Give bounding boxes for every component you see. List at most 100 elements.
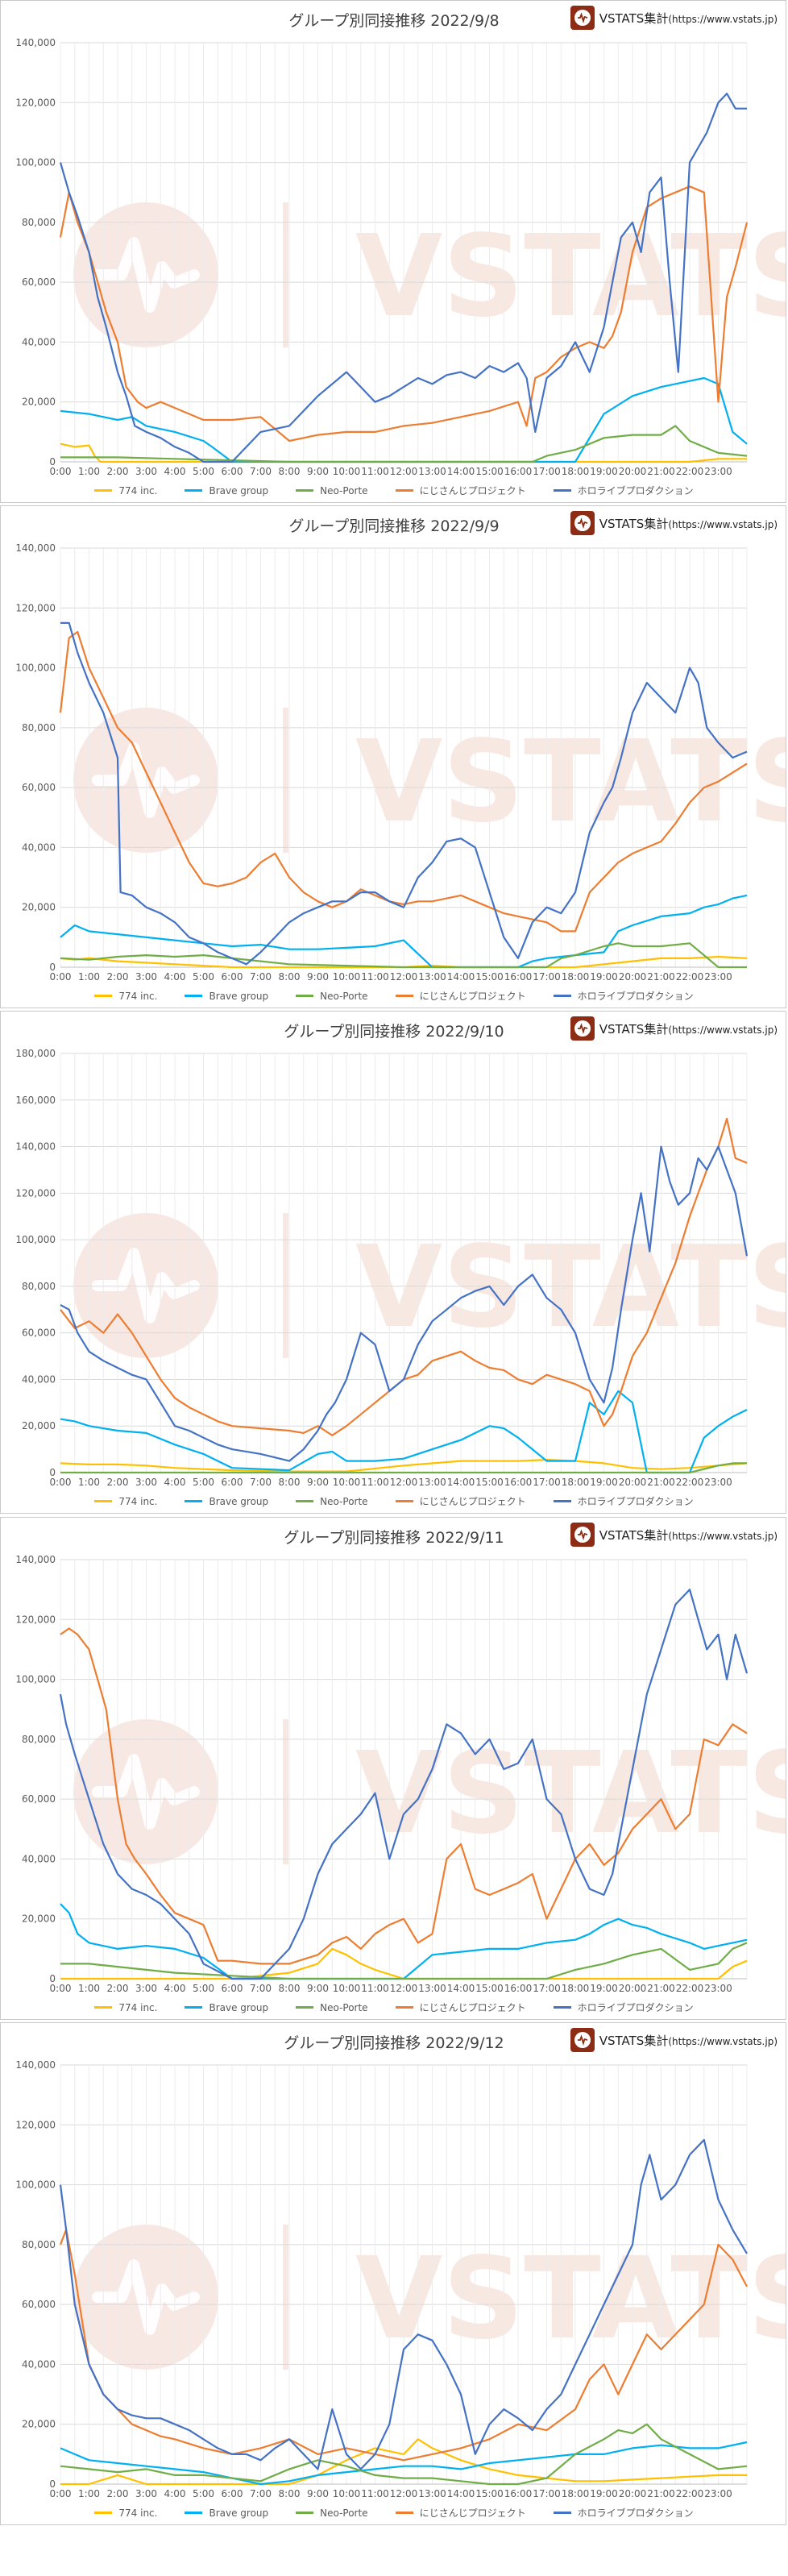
y-tick-label: 40,000: [22, 841, 56, 853]
legend-swatch: [185, 2006, 203, 2009]
x-tick-label: 8:00: [279, 466, 301, 477]
y-tick-label: 80,000: [22, 722, 56, 733]
legend-swatch: [94, 1500, 113, 1502]
x-tick-label: 13:00: [418, 1477, 446, 1488]
x-tick-label: 5:00: [193, 1477, 214, 1488]
vstats-logo-icon: [570, 1523, 595, 1547]
legend-label: Neo-Porte: [320, 2507, 368, 2519]
y-tick-label: 0: [49, 962, 56, 973]
x-tick-label: 11:00: [361, 971, 389, 983]
legend: 774 inc. Brave group Neo-Porte にじさんじプロジェクト ホ…: [1, 484, 786, 497]
series-line-hololive-production: [59, 92, 747, 463]
x-tick-label: 12:00: [390, 1477, 418, 1488]
legend-item-brave-group: Brave group: [185, 484, 268, 497]
brand-label: VSTATS集計(https://www.vstats.jp): [570, 511, 778, 535]
legend-item-neo-porte: Neo-Porte: [296, 484, 368, 497]
x-tick-label: 5:00: [193, 466, 214, 477]
x-tick-label: 1:00: [78, 1477, 100, 1488]
x-tick-label: 16:00: [504, 466, 533, 477]
legend-label: Brave group: [209, 2507, 269, 2519]
x-tick-label: 22:00: [676, 1983, 704, 1994]
x-tick-label: 20:00: [619, 971, 647, 983]
legend-label: Brave group: [209, 1495, 269, 1507]
legend-item-nijisanji-project: にじさんじプロジェクト: [395, 484, 526, 497]
legend-swatch: [553, 1500, 571, 1502]
x-tick-label: 16:00: [504, 971, 533, 983]
brand-name: VSTATS集計: [599, 516, 669, 531]
y-tick-label: 80,000: [22, 1734, 56, 1745]
y-tick-label: 140,000: [15, 542, 56, 554]
legend-item-hololive-production: ホロライブプロダクション: [553, 484, 694, 497]
y-tick-label: 40,000: [22, 336, 56, 347]
y-tick-label: 100,000: [15, 1234, 56, 1245]
legend-swatch: [94, 2006, 113, 2009]
brand-label: VSTATS集計(https://www.vstats.jp): [570, 1523, 778, 1547]
series-line-neo-porte: [60, 1462, 747, 1474]
vstats-logo-icon: [570, 1016, 595, 1041]
x-tick-label: 21:00: [647, 1477, 675, 1488]
x-tick-label: 7:00: [250, 2488, 272, 2499]
legend-label: にじさんじプロジェクト: [419, 2002, 526, 2013]
series-line-nijisanji-project: [59, 630, 748, 933]
y-tick-label: 80,000: [22, 1281, 56, 1292]
y-tick-label: 120,000: [15, 602, 56, 613]
x-tick-label: 10:00: [333, 1477, 361, 1488]
x-tick-label: 11:00: [361, 2488, 389, 2499]
legend-swatch: [296, 2006, 314, 2009]
x-tick-label: 14:00: [447, 466, 475, 477]
legend-swatch: [296, 2512, 314, 2514]
legend-label: Brave group: [209, 484, 269, 497]
y-tick-label: 80,000: [22, 217, 56, 228]
legend-swatch: [185, 995, 203, 997]
series-line-nijisanji-project: [59, 185, 749, 442]
x-tick-label: 23:00: [704, 1983, 732, 1994]
legend-item-774-inc: 774 inc.: [94, 484, 157, 497]
chart-title: グループ別同接推移 2022/9/9: [288, 517, 500, 535]
x-tick-label: 2:00: [107, 1477, 129, 1488]
legend-item-neo-porte: Neo-Porte: [296, 2001, 368, 2014]
legend-swatch: [395, 489, 413, 492]
y-tick-label: 0: [49, 2478, 56, 2490]
x-tick-label: 21:00: [647, 2488, 675, 2499]
legend-swatch: [185, 1500, 203, 1502]
x-tick-label: 5:00: [193, 971, 214, 983]
y-tick-label: 0: [49, 456, 56, 467]
x-tick-label: 16:00: [504, 2488, 533, 2499]
legend-item-nijisanji-project: にじさんじプロジェクト: [395, 2506, 526, 2520]
brand-label: VSTATS集計(https://www.vstats.jp): [570, 1016, 778, 1041]
x-tick-label: 23:00: [704, 1477, 732, 1488]
legend-item-brave-group: Brave group: [185, 989, 268, 1003]
series-line-brave-group: [60, 2441, 748, 2486]
legend-label: Neo-Porte: [320, 990, 368, 1002]
legend-item-hololive-production: ホロライブプロダクション: [553, 989, 694, 1003]
series-line-hololive-production: [60, 1145, 749, 1462]
legend-swatch: [296, 1500, 314, 1502]
legend-item-brave-group: Brave group: [185, 2001, 268, 2014]
x-tick-label: 14:00: [447, 1983, 475, 1994]
x-tick-label: 4:00: [164, 466, 186, 477]
line-chart: 0 20,000 40,000 60,000 80,000 100,000 120,000 1…: [15, 2059, 748, 2499]
x-tick-label: 4:00: [164, 1983, 186, 1994]
x-tick-label: 22:00: [676, 1477, 704, 1488]
x-tick-label: 4:00: [164, 1477, 186, 1488]
x-tick-label: 13:00: [418, 971, 446, 983]
x-tick-label: 15:00: [475, 1983, 504, 1994]
legend-item-774-inc: 774 inc.: [94, 2506, 157, 2520]
x-tick-label: 12:00: [390, 466, 418, 477]
y-tick-label: 0: [49, 1973, 56, 1984]
x-tick-label: 4:00: [164, 2488, 186, 2499]
y-tick-label: 60,000: [22, 276, 56, 288]
series-line-hololive-production: [60, 621, 748, 966]
legend-label: Neo-Porte: [320, 2001, 368, 2013]
line-chart: 0 20,000 40,000 60,000 80,000 100,000 120,000 1…: [15, 1048, 749, 1488]
legend-swatch: [395, 2006, 413, 2009]
y-tick-label: 140,000: [15, 2059, 56, 2071]
x-tick-label: 3:00: [135, 2488, 157, 2499]
x-tick-label: 21:00: [647, 466, 675, 477]
chart-panel: VSTATS グループ別同接推移 2022/9/12 VSTATS集計(https:…: [0, 2022, 786, 2525]
chart-title: グループ別同接推移 2022/9/10: [284, 1023, 504, 1041]
vstats-logo-icon: [570, 6, 595, 30]
y-tick-label: 40,000: [22, 2358, 56, 2370]
series-line-nijisanji-project: [60, 1117, 748, 1436]
